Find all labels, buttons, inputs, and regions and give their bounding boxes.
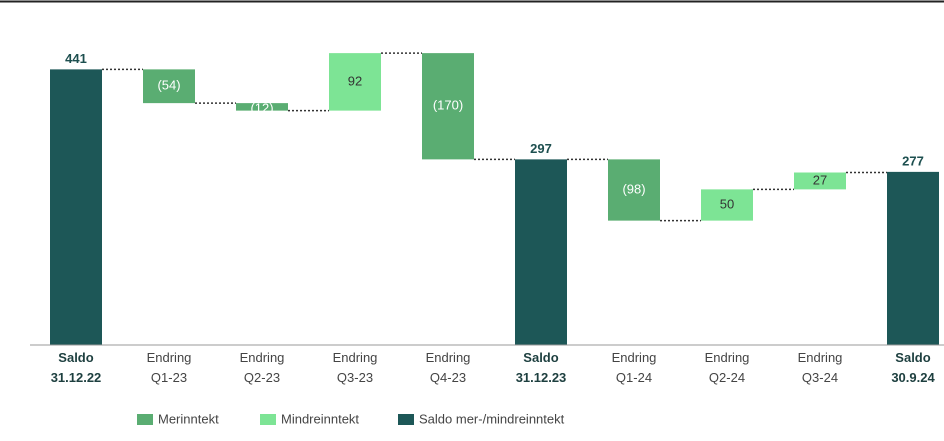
bar xyxy=(794,172,846,190)
tick-line: Saldo xyxy=(523,350,558,365)
tick-line: Q1-24 xyxy=(616,370,652,385)
bar xyxy=(143,69,195,104)
value-label: (98) xyxy=(622,181,645,196)
tick-line: Endring xyxy=(333,350,378,365)
tick-line: Saldo xyxy=(58,350,93,365)
tick-line: Endring xyxy=(798,350,843,365)
tick-line: 31.12.22 xyxy=(51,370,102,385)
bar xyxy=(329,53,381,111)
value-label: 277 xyxy=(902,153,924,168)
legend-swatch xyxy=(137,414,153,425)
value-label: 27 xyxy=(813,172,827,187)
value-label: 92 xyxy=(348,73,362,88)
tick-line: Endring xyxy=(426,350,471,365)
tick-line: Saldo xyxy=(895,350,930,365)
bar xyxy=(50,69,102,345)
bar xyxy=(515,159,567,345)
value-label: (12) xyxy=(250,101,273,116)
legend-label: Merinntekt xyxy=(158,411,219,426)
x-tick-label: Endring Q1-23 xyxy=(147,350,192,385)
value-label: (170) xyxy=(433,98,463,113)
tick-line: Q1-23 xyxy=(151,370,187,385)
x-tick-label: Endring Q4-23 xyxy=(426,350,471,385)
tick-line: 31.12.23 xyxy=(516,370,567,385)
tick-line: Endring xyxy=(612,350,657,365)
x-tick-label: Saldo 31.12.22 xyxy=(51,350,102,385)
legend-label: Saldo mer-/mindreinntekt xyxy=(419,411,565,426)
tick-line: Q3-23 xyxy=(337,370,373,385)
bar xyxy=(608,159,660,221)
legend-label: Mindreinntekt xyxy=(281,411,359,426)
legend-swatch xyxy=(398,414,414,425)
tick-line: Endring xyxy=(705,350,750,365)
value-label: 297 xyxy=(530,141,552,156)
value-label: 441 xyxy=(65,51,87,66)
x-tick-label: Endring Q2-24 xyxy=(705,350,750,385)
tick-line: Endring xyxy=(147,350,192,365)
bar xyxy=(236,103,288,111)
tick-line: Q2-24 xyxy=(709,370,745,385)
tick-line: Endring xyxy=(240,350,285,365)
bar xyxy=(701,189,753,221)
x-tick-label: Endring Q2-23 xyxy=(240,350,285,385)
value-label: (54) xyxy=(157,78,180,93)
bar xyxy=(887,171,939,345)
bar xyxy=(422,53,474,160)
x-tick-label: Endring Q1-24 xyxy=(612,350,657,385)
value-label: 50 xyxy=(720,196,734,211)
tick-line: Q3-24 xyxy=(802,370,838,385)
x-tick-label: Endring Q3-23 xyxy=(333,350,378,385)
x-tick-label: Saldo 30.9.24 xyxy=(891,350,935,385)
x-tick-label: Saldo 31.12.23 xyxy=(516,350,567,385)
legend-swatch xyxy=(260,414,276,425)
x-tick-label: Endring Q3-24 xyxy=(798,350,843,385)
tick-line: Q2-23 xyxy=(244,370,280,385)
tick-line: Q4-23 xyxy=(430,370,466,385)
tick-line: 30.9.24 xyxy=(891,370,935,385)
